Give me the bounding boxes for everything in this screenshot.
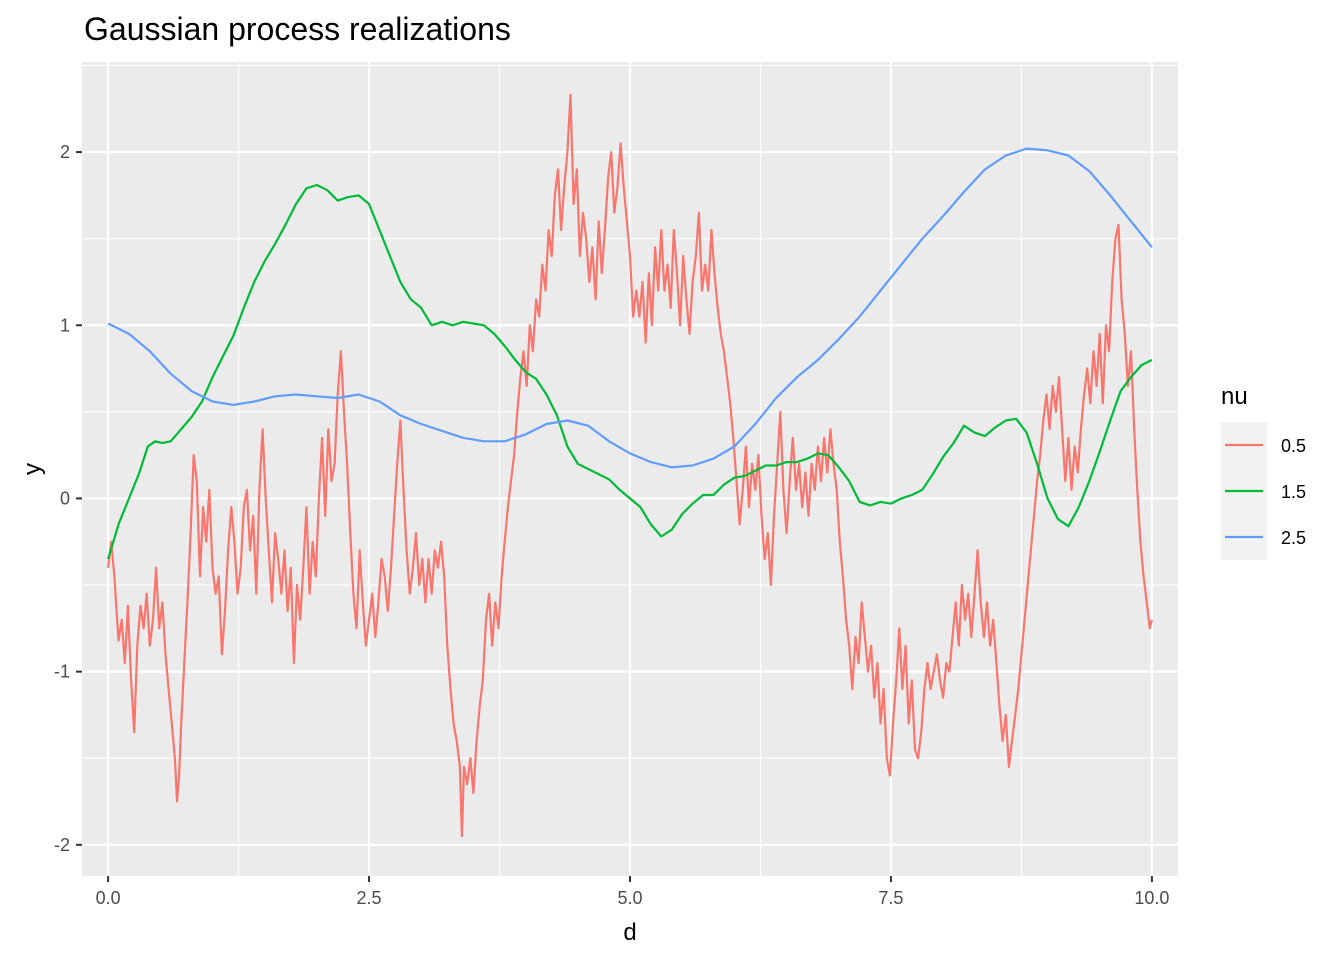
x-tick-label: 7.5 — [878, 888, 903, 908]
y-axis-title: y — [19, 463, 46, 475]
legend-label-0.5: 0.5 — [1281, 436, 1306, 456]
x-tick-label: 0.0 — [96, 888, 121, 908]
legend-label-2.5: 2.5 — [1281, 528, 1306, 548]
series-line-0.5 — [107, 93, 1153, 838]
y-tick-label: 1 — [60, 315, 70, 335]
y-axis: -2 -1 0 1 2 — [54, 142, 82, 855]
x-tick-label: 5.0 — [617, 888, 642, 908]
legend: nu 0.5 1.5 2.5 — [1221, 383, 1306, 560]
y-tick-label: 0 — [60, 488, 70, 508]
legend-title: nu — [1221, 383, 1248, 410]
series-line-2.5 — [107, 147, 1153, 469]
grid-major — [82, 62, 1178, 876]
y-tick-label: -2 — [54, 835, 70, 855]
y-tick-label: 2 — [60, 142, 70, 162]
series-lines — [107, 93, 1153, 838]
x-axis: 0.0 2.5 5.0 7.5 10.0 — [96, 876, 1169, 908]
x-tick-label: 2.5 — [357, 888, 382, 908]
series-line-1.5 — [107, 183, 1153, 560]
legend-label-1.5: 1.5 — [1281, 482, 1306, 502]
x-tick-label: 10.0 — [1134, 888, 1169, 908]
y-tick-label: -1 — [54, 662, 70, 682]
x-axis-title: d — [623, 919, 636, 946]
chart-title: Gaussian process realizations — [84, 11, 511, 47]
